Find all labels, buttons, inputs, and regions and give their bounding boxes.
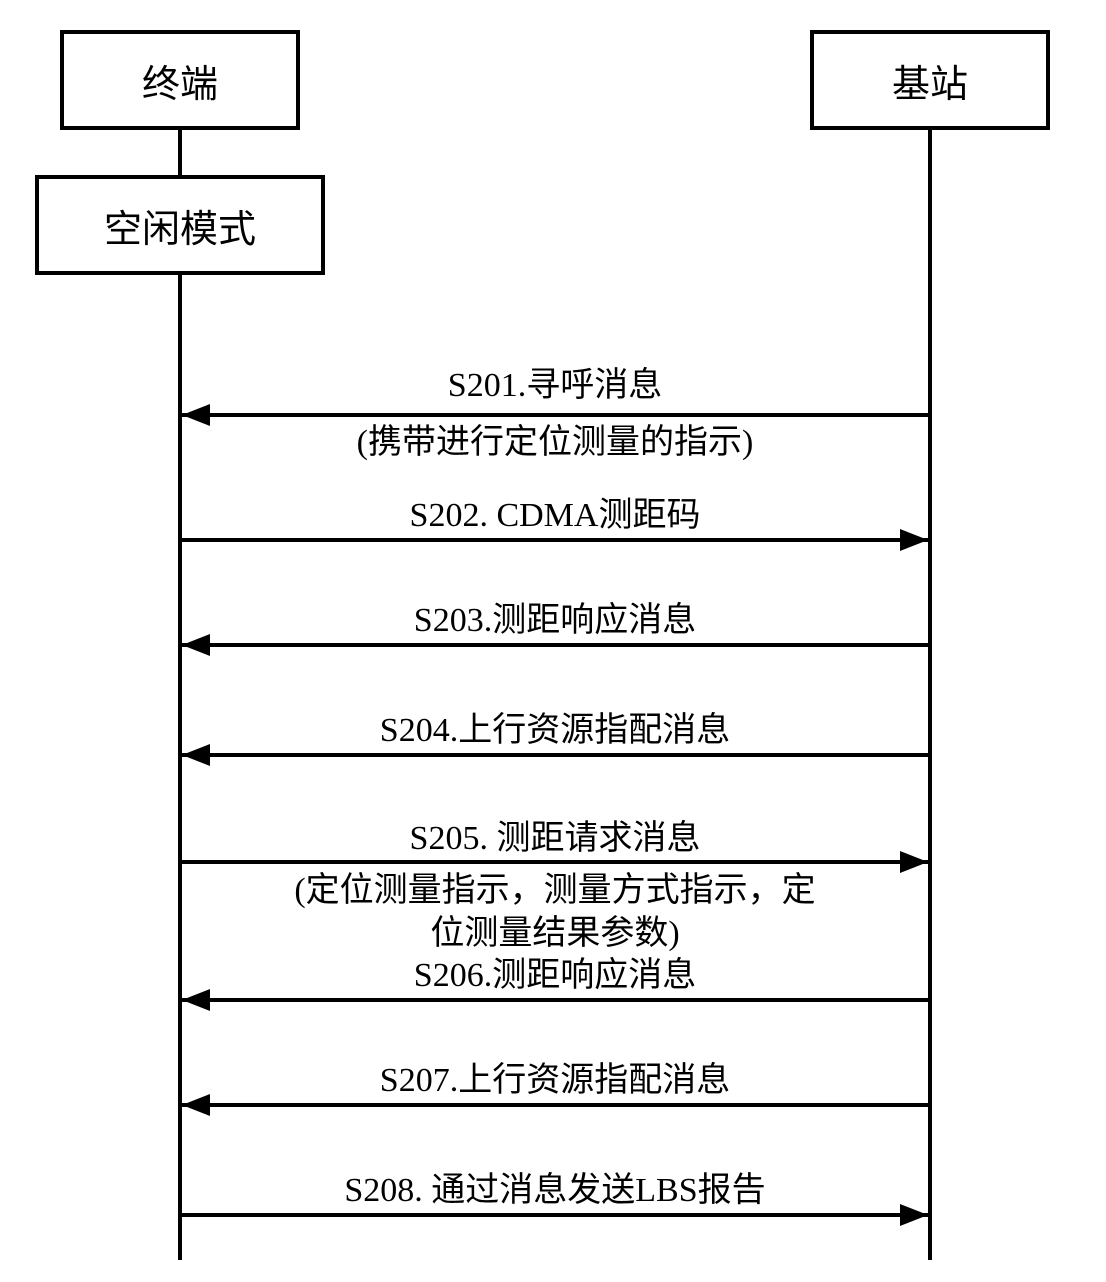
message-label-s201: S201.寻呼消息 [190,365,920,408]
participant-terminal: 终端 [60,30,300,130]
message-label-s205: S205. 测距请求消息 [190,818,920,861]
state-idle-mode-label: 空闲模式 [104,198,256,253]
sequence-diagram: 终端 基站 空闲模式 S201.寻呼消息 (携带进行定位测量的指示) S202. C… [0,0,1106,1282]
lifeline-base-station [928,130,932,1260]
arrow-s203 [182,643,928,647]
arrow-s206 [182,998,928,1002]
participant-base-station-label: 基站 [892,53,968,108]
message-label-s202: S202. CDMA测距码 [190,495,920,538]
message-sublabel-s201: (携带进行定位测量的指示) [180,422,930,465]
message-label-s206: S206.测距响应消息 [190,955,920,998]
message-label-s204: S204.上行资源指配消息 [190,710,920,753]
arrow-s207 [182,1103,928,1107]
state-idle-mode: 空闲模式 [35,175,325,275]
message-label-s203: S203.测距响应消息 [190,600,920,643]
arrow-s202 [182,538,928,542]
lifeline-terminal [178,130,182,1260]
message-sublabel-s205: (定位测量指示，测量方式指示，定 位测量结果参数) [180,870,930,955]
arrow-s208 [182,1213,928,1217]
arrow-s201 [182,413,928,417]
participant-base-station: 基站 [810,30,1050,130]
arrow-s204 [182,753,928,757]
message-label-s207: S207.上行资源指配消息 [190,1060,920,1103]
participant-terminal-label: 终端 [142,53,218,108]
message-label-s208: S208. 通过消息发送LBS报告 [190,1170,920,1213]
arrow-s205 [182,860,928,864]
